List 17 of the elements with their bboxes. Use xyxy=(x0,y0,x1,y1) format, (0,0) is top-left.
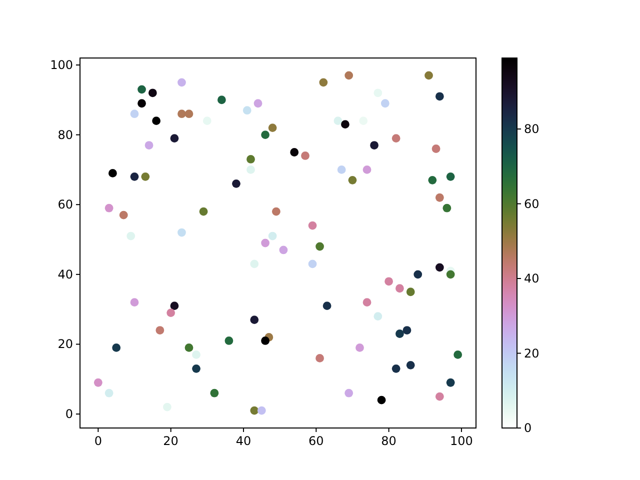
color-bar-label: 60 xyxy=(524,196,540,211)
y-tick-label: 0 xyxy=(65,407,73,422)
x-tick-label: 100 xyxy=(450,434,473,448)
x-tick-label: 20 xyxy=(163,434,178,448)
y-tick-label: 20 xyxy=(58,337,73,352)
y-tick-label: 100 xyxy=(50,58,73,72)
y-tick-label: 60 xyxy=(58,198,73,212)
y-tick-label: 40 xyxy=(58,267,73,282)
color-bar-label: 20 xyxy=(524,346,540,360)
x-tick-label: 40 xyxy=(236,434,252,448)
x-tick-label: 0 xyxy=(94,434,102,448)
color-bar-label: 40 xyxy=(524,272,540,286)
y-tick-label: 80 xyxy=(58,128,73,142)
color-bar-label: 80 xyxy=(524,122,540,136)
x-tick-label: 80 xyxy=(381,434,396,448)
x-tick-label: 60 xyxy=(308,434,324,448)
color-bar-label: 0 xyxy=(524,421,532,435)
